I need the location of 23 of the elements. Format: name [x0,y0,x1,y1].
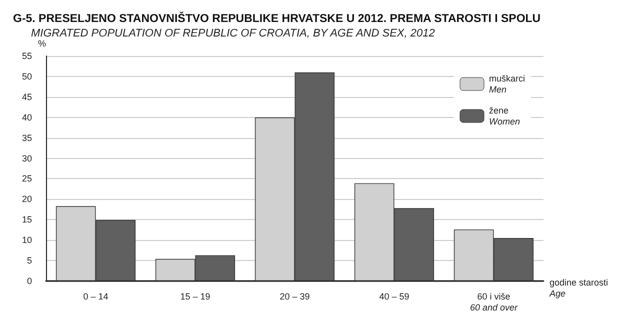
chart-title: G-5. PRESELJENO STANOVNIŠTVO REPUBLIKE HRVATSKE U 2012. PREMA STAROSTI I SPOLU [13,11,541,25]
y-tick-label: 25 [22,174,32,184]
y-tick-label: 35 [22,132,32,143]
y-tick-label: 30 [22,153,32,164]
y-tick-label: 10 [22,235,32,246]
legend-label: žene Women [488,106,520,126]
x-tick-label: 15 – 19 [180,292,210,302]
y-tick-label: 5 [26,256,32,266]
y-tick-label: 20 [22,194,32,204]
y-tick-label: 40 [22,112,32,122]
y-tick-label: 0 [26,276,32,286]
x-tick-label: 20 – 39 [280,292,310,302]
x-axis-title: godine starosti Age [548,278,608,298]
legend-label: muškarci Men [488,74,526,94]
y-axis-title: % [38,38,46,48]
y-tick-label: 15 [22,214,32,225]
chart-subtitle: MIGRATED POPULATION OF REPUBLIC OF CROATIA, BY AGE AND SEX, 2012 [31,28,435,40]
x-tick-label: 0 – 14 [83,292,108,302]
y-tick-label: 55 [22,51,32,61]
y-tick-label: 50 [22,71,32,82]
y-tick-label: 45 [22,92,32,102]
x-tick-label: 60 i više 60 and over [470,292,518,312]
x-tick-label: 40 – 59 [379,292,410,302]
